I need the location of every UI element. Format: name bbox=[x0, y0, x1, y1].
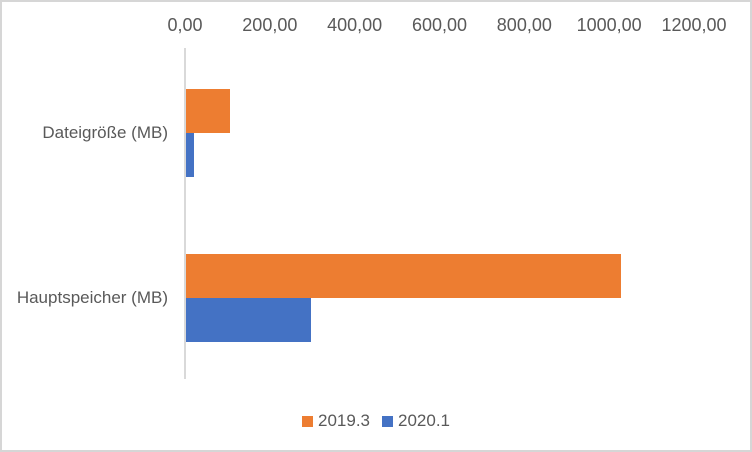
bar-2020-1-dateigröße-mb[interactable] bbox=[186, 132, 195, 177]
x-tick-label-800-00[interactable]: 800,00 bbox=[496, 15, 552, 35]
x-tick-label-400-00[interactable]: 400,00 bbox=[327, 15, 383, 35]
bar-2019-3-dateigröße-mb[interactable] bbox=[186, 88, 231, 133]
x-tick-label-200-00[interactable]: 200,00 bbox=[242, 15, 298, 35]
category-label-hauptspeicher-mb[interactable]: Hauptspeicher (MB) bbox=[16, 288, 168, 308]
legend-label-2020-1: 2020.1 bbox=[398, 411, 450, 430]
x-tick-label-0-00[interactable]: 0,00 bbox=[167, 15, 203, 35]
legend-item-2020-1[interactable]: 2020.1 bbox=[382, 411, 450, 431]
x-tick-label-1000-00[interactable]: 1000,00 bbox=[576, 15, 642, 35]
bar-2020-1-hauptspeicher-mb[interactable] bbox=[186, 298, 312, 343]
legend-swatch-2020-1 bbox=[382, 415, 393, 427]
category-axis-line bbox=[184, 48, 186, 379]
x-tick-label-1200-00[interactable]: 1200,00 bbox=[661, 15, 727, 35]
legend-label-2019-3: 2019.3 bbox=[318, 411, 370, 430]
bar-2019-3-hauptspeicher-mb[interactable] bbox=[186, 254, 621, 299]
legend-item-2019-3[interactable]: 2019.3 bbox=[302, 411, 370, 431]
legend: 2019.3 2020.1 bbox=[2, 406, 750, 436]
legend-swatch-2019-3 bbox=[302, 415, 313, 427]
category-label-dateigröße-mb[interactable]: Dateigröße (MB) bbox=[42, 122, 168, 142]
x-tick-label-600-00[interactable]: 600,00 bbox=[411, 15, 468, 35]
